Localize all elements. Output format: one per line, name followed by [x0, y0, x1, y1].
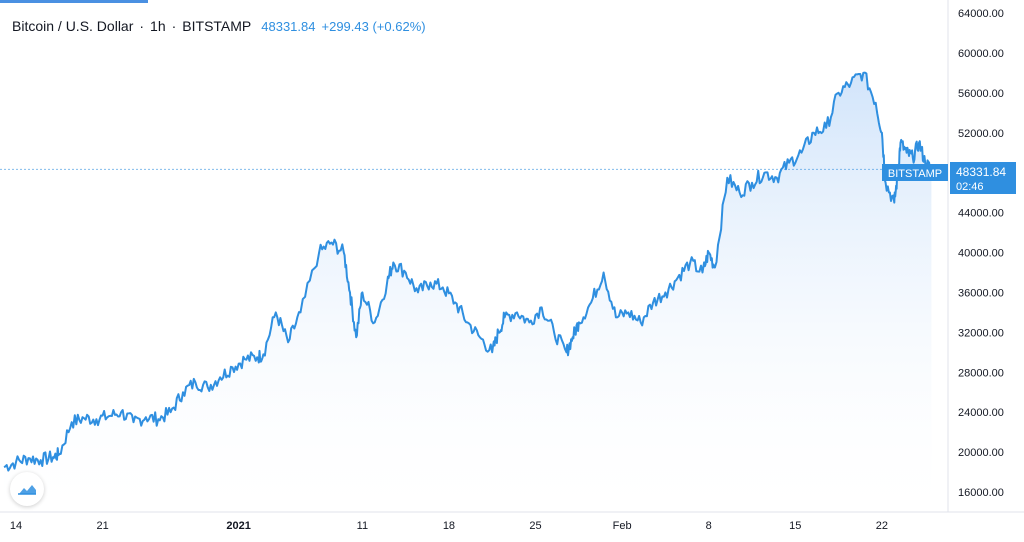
y-tick-label: 36000.00: [958, 287, 1004, 299]
x-tick-label: 21: [96, 520, 108, 532]
price-change: +299.43 (+0.62%): [321, 19, 426, 34]
price-tag-value: 48331.84: [956, 165, 1006, 179]
y-tick-label: 52000.00: [958, 128, 1004, 140]
last-price: 48331.84: [261, 19, 316, 34]
y-tick-label: 40000.00: [958, 248, 1004, 260]
x-tick-label: Feb: [613, 520, 632, 532]
y-tick-label: 64000.00: [958, 8, 1004, 20]
y-tick-label: 60000.00: [958, 48, 1004, 60]
y-tick-label: 20000.00: [958, 447, 1004, 459]
y-tick-label: 56000.00: [958, 88, 1004, 100]
exchange-label[interactable]: BITSTAMP: [182, 18, 252, 34]
price-tag-bg: [950, 162, 1016, 194]
active-tab-indicator: [0, 0, 148, 3]
exchange-tag-bg: [882, 164, 948, 181]
exchange-tag-label: BITSTAMP: [888, 168, 942, 180]
time-axis[interactable]: 14 21 2021 11 18 25 Feb 8 15 22: [10, 520, 888, 532]
y-tick-label: 16000.00: [958, 487, 1004, 499]
exchange-separator: ·: [171, 18, 177, 34]
x-tick-label: 22: [876, 520, 888, 532]
x-tick-label: 15: [789, 520, 801, 532]
chart-header: Bitcoin / U.S. Dollar · 1h · BITSTAMP 48331.8…: [12, 18, 426, 34]
last-price-tag: BITSTAMP 48331.84 02:46: [882, 162, 1016, 194]
price-area-fill: [4, 72, 932, 512]
x-tick-label: 25: [529, 520, 541, 532]
price-series-line: [3, 71, 933, 472]
y-tick-label: 24000.00: [958, 407, 1004, 419]
interval-label[interactable]: 1h: [150, 18, 166, 34]
interval-separator: ·: [139, 18, 145, 34]
price-axis[interactable]: 64000.0060000.0056000.0052000.0048000.00…: [958, 8, 1004, 499]
x-tick-label: 11: [357, 520, 368, 532]
x-tick-label: 2021: [226, 520, 250, 532]
tradingview-cloud-icon[interactable]: [10, 472, 44, 506]
y-tick-label: 32000.00: [958, 327, 1004, 339]
y-tick-label: 44000.00: [958, 208, 1004, 220]
symbol-name[interactable]: Bitcoin / U.S. Dollar: [12, 18, 134, 34]
x-tick-label: 8: [706, 520, 712, 532]
x-tick-label: 18: [443, 520, 455, 532]
x-tick-label: 14: [10, 520, 22, 532]
y-tick-label: 28000.00: [958, 367, 1004, 379]
price-tag-countdown: 02:46: [956, 181, 984, 193]
